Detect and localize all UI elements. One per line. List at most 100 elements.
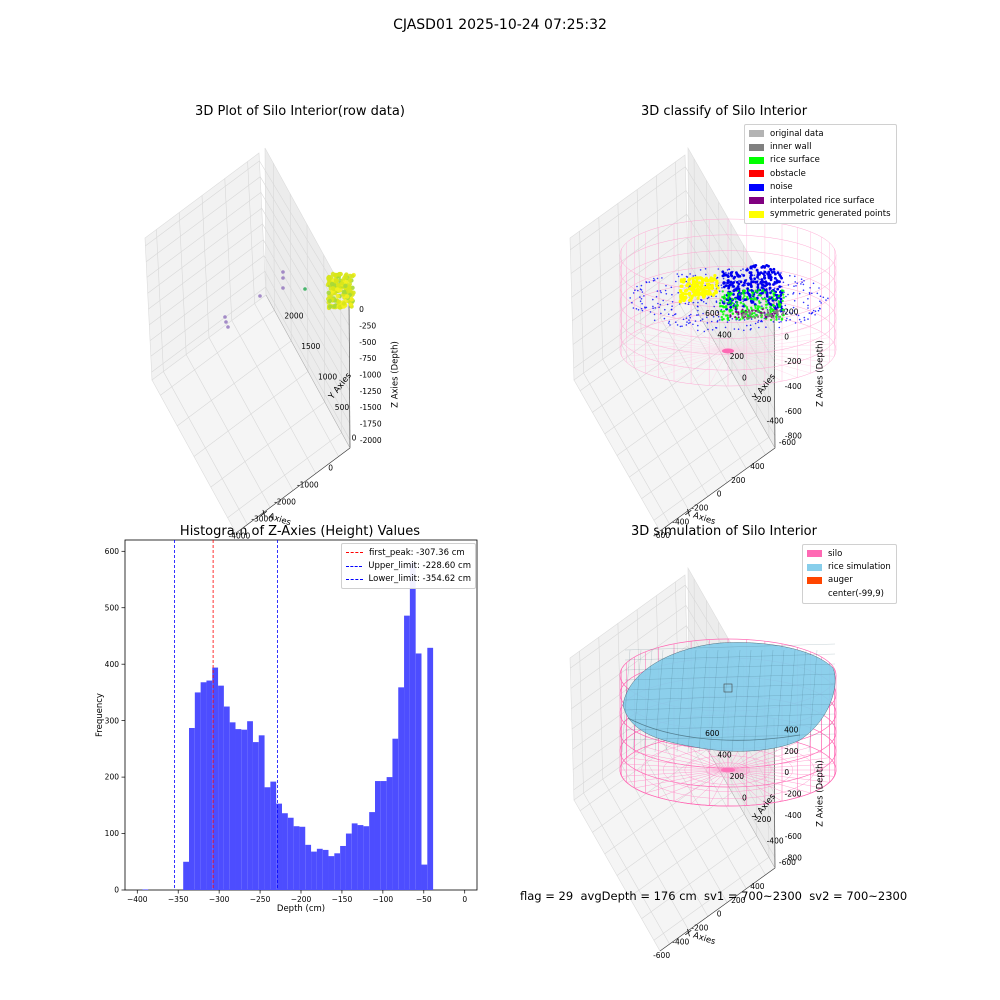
noise-point — [685, 324, 688, 326]
y-tick-label: -600 — [779, 438, 796, 447]
symmetric-point — [692, 280, 696, 284]
noise-point — [732, 285, 736, 288]
interpolated-point — [776, 312, 779, 315]
silo-floor-spoke — [727, 326, 811, 351]
y-tick-label: 600 — [705, 729, 720, 738]
noise-point — [763, 276, 766, 280]
noise-point — [738, 295, 742, 298]
gridline-y — [177, 193, 292, 427]
noise-point — [727, 281, 730, 284]
noise-point — [810, 312, 813, 315]
data-point — [341, 279, 346, 284]
noise-point — [759, 280, 763, 284]
y-axis-label: Y Axies — [326, 371, 354, 403]
data-point — [281, 286, 285, 290]
data-point — [349, 297, 354, 302]
noise-point — [769, 267, 772, 271]
z-tick-label: -800 — [785, 432, 802, 441]
x-tick-label: −50 — [416, 895, 432, 904]
rice-surface-point — [734, 304, 737, 307]
noise-point — [780, 291, 784, 295]
symmetric-point — [702, 291, 706, 295]
data-point — [328, 286, 333, 291]
noise-point — [743, 319, 746, 321]
noise-point — [783, 291, 785, 294]
rice-surface-point — [728, 309, 732, 312]
data-point — [335, 272, 341, 278]
symmetric-point — [687, 278, 691, 282]
noise-point — [743, 291, 746, 295]
data-point — [349, 278, 354, 283]
symmetric-point — [682, 298, 686, 303]
silo-ring — [619, 282, 837, 355]
noise-point — [769, 275, 773, 279]
rice-surface-point — [778, 304, 781, 308]
rice-surface-point — [755, 314, 759, 317]
noise-point — [728, 319, 730, 322]
noise-point — [662, 299, 664, 302]
noise-point — [745, 279, 748, 281]
noise-point — [724, 326, 727, 329]
noise-point — [753, 274, 756, 277]
noise-point — [780, 321, 782, 323]
rice-surface-point — [729, 303, 732, 307]
data-point — [339, 281, 345, 287]
noise-point — [793, 310, 795, 312]
noise-point — [729, 273, 733, 277]
noise-point — [639, 296, 641, 298]
noise-point — [725, 307, 728, 311]
noise-point — [732, 305, 734, 307]
gridline-x — [178, 212, 271, 508]
histogram-bar — [252, 742, 259, 890]
data-point — [343, 290, 348, 295]
noise-point — [722, 282, 726, 285]
noise-point — [750, 294, 752, 296]
gridline-z — [572, 686, 776, 837]
noise-point — [741, 305, 744, 308]
noise-point — [645, 281, 648, 284]
z-tick-label: 0 — [784, 768, 789, 777]
noise-point — [731, 298, 734, 302]
noise-point — [770, 271, 774, 274]
rice-surface-point — [722, 317, 725, 321]
x-tick-label: −400 — [127, 895, 148, 904]
rice-surface-point — [744, 309, 748, 313]
rice-surface-point — [719, 309, 723, 313]
noise-point — [696, 305, 699, 308]
z-axis-label: Z Axies (Depth) — [816, 760, 826, 827]
noise-point — [763, 266, 766, 269]
rice-surface-point — [760, 312, 763, 315]
data-point — [339, 281, 345, 286]
noise-point — [743, 303, 746, 306]
inner-wall-point — [764, 314, 767, 317]
symmetric-point — [702, 289, 707, 293]
noise-point — [726, 298, 730, 302]
rice-surface-point — [750, 297, 753, 300]
noise-point — [688, 319, 690, 321]
data-point — [336, 283, 341, 288]
interpolated-point — [749, 316, 752, 319]
noise-point — [695, 281, 697, 283]
y-axis-label: Y Axies — [750, 792, 778, 824]
data-point — [330, 271, 336, 277]
symmetric-point — [702, 287, 706, 291]
noise-point — [800, 278, 803, 281]
data-point — [326, 276, 331, 281]
symmetric-point — [708, 290, 712, 294]
noise-point — [700, 299, 702, 301]
data-point — [224, 320, 228, 324]
symmetric-point — [697, 288, 701, 292]
y-tick-label: 400 — [717, 330, 732, 339]
histogram-bar — [404, 615, 410, 890]
noise-point — [767, 276, 771, 280]
noise-point — [756, 283, 760, 286]
symmetric-point — [713, 277, 717, 281]
rice-surface-point — [760, 314, 763, 317]
x-tick-label: -600 — [653, 951, 670, 960]
rice-surface-point — [780, 317, 784, 320]
inner-wall-point — [776, 312, 779, 315]
rice-surface-point — [781, 308, 784, 312]
noise-point — [774, 308, 776, 310]
noise-point — [774, 272, 777, 276]
noise-point — [817, 309, 820, 312]
